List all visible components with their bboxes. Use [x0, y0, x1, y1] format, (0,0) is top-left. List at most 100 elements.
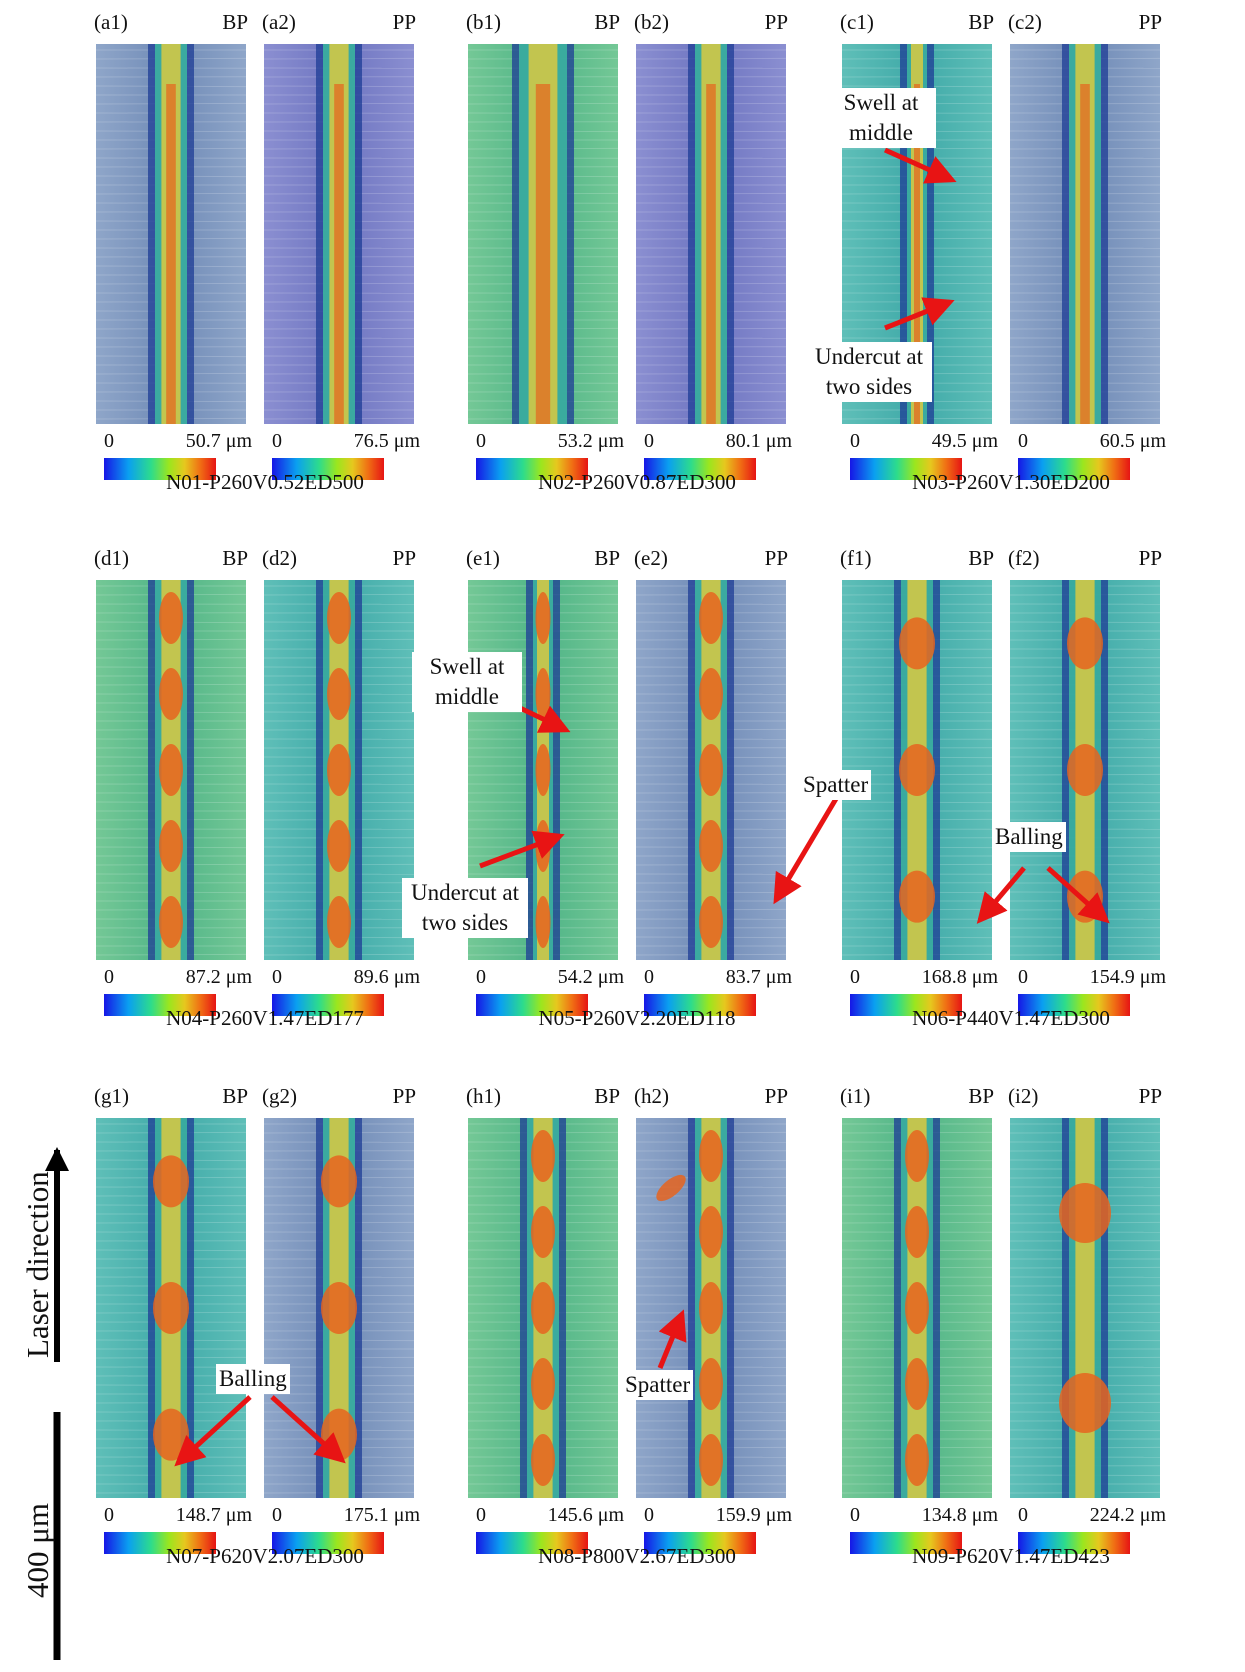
panel-label: (d2) [262, 546, 297, 570]
annotation-spatter-h: Spatter [622, 1370, 694, 1400]
colorbar [104, 1532, 216, 1554]
annotation-undercut-c: Undercut at two sides [806, 342, 932, 402]
colorbar [850, 1532, 962, 1554]
colorbar-min: 0 [272, 430, 282, 452]
colorbar-min: 0 [476, 966, 486, 988]
colorbar [272, 994, 384, 1016]
colorbar [850, 994, 962, 1016]
panel-b2: (b2) PP 0 80.1 μm [634, 10, 792, 544]
colorbar-min: 0 [476, 430, 486, 452]
panel-label: (i2) [1008, 1084, 1039, 1108]
panel-label: (c2) [1008, 10, 1042, 34]
colorbar-max: 80.1 μm [725, 430, 792, 452]
panel-type: BP [222, 1084, 248, 1108]
colorbar [104, 994, 216, 1016]
balling-arrow-g2 [270, 1395, 346, 1464]
panel-label: (a2) [262, 10, 296, 34]
annotation-balling-f: Balling [992, 822, 1066, 852]
colorbar-min: 0 [104, 430, 114, 452]
colorbar-min: 0 [272, 966, 282, 988]
annotation-swell-e: Swell at middle [412, 652, 522, 712]
colorbar-min: 0 [644, 430, 654, 452]
height-map-image [1010, 1118, 1160, 1498]
panel-type: BP [968, 1084, 994, 1108]
colorbar-max: 54.2 μm [557, 966, 624, 988]
undercut-arrow-c1 [884, 297, 955, 331]
height-map-image [468, 1118, 618, 1498]
colorbar-min: 0 [850, 966, 860, 988]
colorbar-max: 89.6 μm [353, 966, 420, 988]
panel-h2: (h2) PP 0 159.9 μm [634, 1084, 792, 1618]
panel-label: (h2) [634, 1084, 669, 1108]
panel-h1: (h1) BP 0 145.6 μm [466, 1084, 624, 1618]
panel-a1: (a1) BP 0 50.7 μm [94, 10, 252, 544]
height-map-image [96, 44, 246, 424]
panel-label: (h1) [466, 1084, 501, 1108]
panel-type: PP [392, 1084, 416, 1108]
colorbar-min: 0 [1018, 1504, 1028, 1526]
colorbar [1018, 458, 1130, 480]
colorbar [272, 1532, 384, 1554]
annotation-spatter-e: Spatter [800, 770, 872, 800]
panel-label: (i1) [840, 1084, 871, 1108]
colorbar-max: 168.8 μm [921, 966, 998, 988]
undercut-arrow-e1 [479, 830, 565, 869]
panel-label: (a1) [94, 10, 128, 34]
colorbar-max: 148.7 μm [175, 1504, 252, 1526]
colorbar-min: 0 [104, 1504, 114, 1526]
sample-caption: N05-P260V2.20ED118 [538, 1006, 736, 1030]
sample-caption: N02-P260V0.87ED300 [538, 470, 736, 494]
colorbar-max: 53.2 μm [557, 430, 624, 452]
colorbar [644, 458, 756, 480]
panel-d2: (d2) PP 0 89.6 μm [262, 546, 420, 1080]
annotation-swell-c: Swell at middle [826, 88, 936, 148]
height-map-image [96, 1118, 246, 1498]
annotation-balling-g: Balling [216, 1364, 290, 1394]
panel-b1: (b1) BP 0 53.2 μm [466, 10, 624, 544]
panel-label: (e2) [634, 546, 668, 570]
panel-type: PP [392, 546, 416, 570]
panel-type: BP [222, 10, 248, 34]
colorbar-max: 50.7 μm [185, 430, 252, 452]
colorbar-max: 154.9 μm [1089, 966, 1166, 988]
height-map-image [636, 1118, 786, 1498]
colorbar-min: 0 [850, 430, 860, 452]
spatter-arrow-e2 [773, 790, 843, 905]
colorbar-max: 83.7 μm [725, 966, 792, 988]
panel-label: (f2) [1008, 546, 1040, 570]
panel-type: PP [764, 546, 788, 570]
height-map-image [636, 580, 786, 960]
height-map-image [264, 44, 414, 424]
panel-e2: (e2) PP 0 83.7 μm [634, 546, 792, 1080]
colorbar-min: 0 [104, 966, 114, 988]
sample-caption: N08-P800V2.67ED300 [538, 1544, 736, 1568]
balling-arrow-f1 [976, 866, 1026, 924]
panel-label: (b2) [634, 10, 669, 34]
colorbar-max: 49.5 μm [931, 430, 998, 452]
balling-arrow-f2 [1046, 866, 1110, 924]
panel-type: BP [968, 10, 994, 34]
colorbar [104, 458, 216, 480]
height-map-image [1010, 44, 1160, 424]
swell-arrow-c1 [883, 147, 957, 184]
colorbar-min: 0 [1018, 966, 1028, 988]
colorbar-max: 175.1 μm [343, 1504, 420, 1526]
panel-type: BP [594, 546, 620, 570]
colorbar-min: 0 [850, 1504, 860, 1526]
colorbar-max: 224.2 μm [1089, 1504, 1166, 1526]
sample-caption: N09-P620V1.47ED423 [912, 1544, 1110, 1568]
colorbar-max: 134.8 μm [921, 1504, 998, 1526]
height-map-image [264, 580, 414, 960]
colorbar-max: 145.6 μm [547, 1504, 624, 1526]
panel-label: (g2) [262, 1084, 297, 1108]
panel-i2: (i2) PP 0 224.2 μm [1008, 1084, 1166, 1618]
laser-direction-label: Laser direction [20, 1171, 55, 1358]
panel-type: PP [1138, 546, 1162, 570]
colorbar-max: 60.5 μm [1099, 430, 1166, 452]
annotation-undercut-e: Undercut at two sides [402, 878, 528, 938]
colorbar-min: 0 [644, 966, 654, 988]
balling-arrow-g1 [174, 1395, 252, 1467]
panel-type: PP [392, 10, 416, 34]
spatter-arrow-h2 [657, 1309, 687, 1369]
